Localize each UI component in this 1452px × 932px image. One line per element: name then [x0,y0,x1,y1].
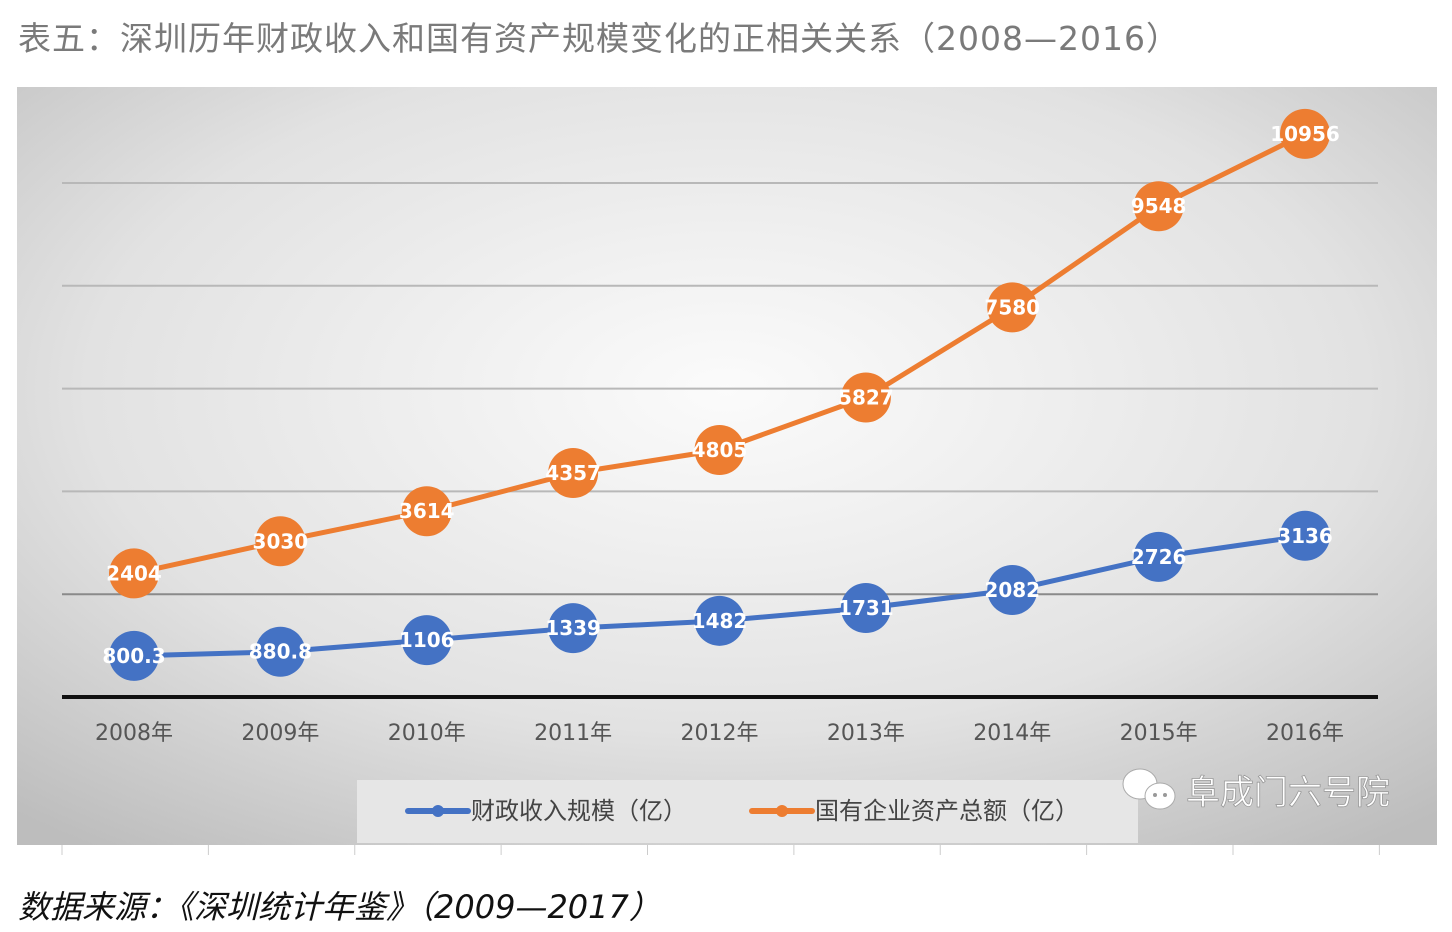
data-label: 9548 [1131,194,1187,218]
legend-box [357,780,1138,843]
x-tick-label: 2013年 [827,721,905,746]
data-label: 2726 [1131,545,1187,569]
x-tick-label: 2008年 [95,721,173,746]
data-point [987,564,1038,615]
data-label: 1482 [692,609,748,633]
data-point [1133,181,1184,232]
data-label: 1339 [545,616,601,640]
data-point [694,595,745,646]
legend-swatch-marker [776,805,788,817]
x-tick-label: 2014年 [973,721,1051,746]
source-note: 数据来源：《深圳统计年鉴》（2009—2017） [18,888,661,926]
x-tick-label: 2016年 [1266,721,1344,746]
data-point [840,372,891,423]
x-tick-label: 2011年 [534,721,612,746]
data-point [694,425,745,476]
x-tick-label: 2009年 [241,721,319,746]
data-point [401,486,452,537]
data-label: 880.8 [249,640,312,664]
legend-swatch-marker [432,805,444,817]
data-point [1280,108,1330,159]
data-point [1280,510,1330,561]
data-label: 2082 [984,578,1040,602]
legend: 财政收入规模（亿） 国有企业资产总额（亿） [357,780,1138,843]
data-point [1133,531,1184,582]
data-point [109,630,159,681]
data-label: 800.3 [102,644,165,668]
page-title: 表五：深圳历年财政收入和国有资产规模变化的正相关关系（2008—2016） [18,19,1180,58]
series-fiscal-revenue: 800.3 880.8 1106 1339 1482 1731 2082 2726 3136 [102,510,1333,681]
x-tick-label: 2015年 [1120,721,1198,746]
data-label: 1106 [399,628,455,652]
x-tick-label: 2012年 [681,721,759,746]
data-label: 4805 [692,438,748,462]
data-label: 5827 [838,385,894,409]
wechat-icon [1122,768,1176,810]
data-point [255,516,306,567]
data-label: 4357 [545,461,601,485]
legend-label: 财政收入规模（亿） [471,797,687,825]
data-point [255,626,306,677]
legend-label: 国有企业资产总额（亿） [815,797,1079,825]
data-point [987,282,1038,333]
data-label: 2404 [106,561,162,585]
data-point [548,448,599,499]
data-label: 10956 [1270,122,1340,146]
data-label: 3030 [253,529,309,553]
series-state-assets: 2404 3030 3614 4357 4805 5827 7580 9548 10956 [106,108,1340,599]
data-label: 3136 [1277,524,1333,548]
data-point [840,583,891,634]
data-point [548,603,599,654]
x-tick-label: 2010年 [388,721,466,746]
watermark: 阜成门六号院 [1122,768,1390,813]
data-label: 7580 [984,295,1040,319]
data-label: 3614 [399,499,455,523]
watermark-text: 阜成门六号院 [1186,773,1390,813]
data-point [109,548,159,599]
data-label: 1731 [838,596,894,620]
data-point [401,615,452,666]
